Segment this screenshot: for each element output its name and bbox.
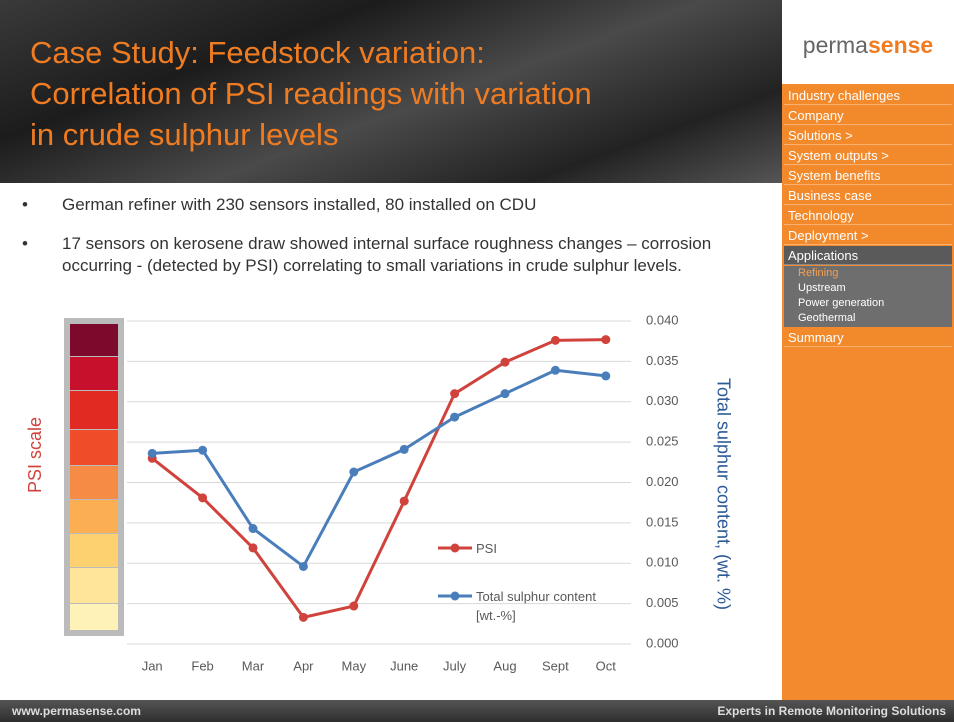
menu-item[interactable]: Deployment > bbox=[784, 226, 952, 245]
y-tick-label: 0.035 bbox=[646, 353, 679, 368]
y-tick-label: 0.030 bbox=[646, 393, 679, 408]
data-point bbox=[550, 365, 560, 375]
legend-marker bbox=[450, 543, 460, 553]
x-tick-label: July bbox=[443, 658, 467, 673]
x-tick-label: Apr bbox=[293, 658, 314, 673]
x-tick-label: May bbox=[342, 658, 367, 673]
data-point bbox=[601, 335, 611, 345]
footer-tagline: Experts in Remote Monitoring Solutions bbox=[717, 704, 946, 718]
data-point bbox=[298, 561, 308, 571]
x-tick-label: Jan bbox=[142, 658, 163, 673]
submenu-item[interactable]: Refining bbox=[784, 266, 952, 281]
y-axis-label: Total sulphur content, (wt. %) bbox=[713, 378, 733, 610]
y-tick-label: 0.010 bbox=[646, 555, 679, 570]
x-tick-label: Oct bbox=[596, 658, 617, 673]
series-line bbox=[152, 368, 606, 568]
scale-band bbox=[70, 357, 118, 390]
scale-band bbox=[70, 534, 118, 567]
data-point bbox=[198, 445, 208, 455]
menu-item[interactable]: Company bbox=[784, 106, 952, 125]
header: Case Study: Feedstock variation: Correla… bbox=[0, 0, 782, 183]
footer: www.permasense.com Experts in Remote Mon… bbox=[0, 700, 954, 722]
x-tick-label: Aug bbox=[493, 658, 516, 673]
menu-item[interactable]: Solutions > bbox=[784, 126, 952, 145]
scale-band bbox=[70, 430, 118, 465]
legend-label: PSI bbox=[476, 541, 497, 556]
data-point bbox=[500, 389, 510, 399]
y-tick-label: 0.025 bbox=[646, 434, 679, 449]
data-point bbox=[298, 612, 308, 622]
bullet: • 17 sensors on kerosene draw showed inte… bbox=[22, 233, 722, 277]
legend-marker bbox=[450, 591, 460, 601]
y-tick-label: 0.020 bbox=[646, 474, 679, 489]
sidebar: permasense Industry challenges Company S… bbox=[782, 0, 954, 700]
scale-band bbox=[70, 500, 118, 533]
data-point bbox=[349, 467, 359, 477]
data-point bbox=[399, 496, 409, 506]
scale-band bbox=[70, 568, 118, 603]
bullet: • German refiner with 230 sensors install… bbox=[22, 194, 762, 216]
data-point bbox=[147, 448, 157, 458]
chart: PSI scale Total sulphur content, (wt. %)… bbox=[25, 312, 734, 673]
data-point bbox=[500, 357, 510, 367]
scale-band bbox=[70, 324, 118, 356]
data-point bbox=[399, 444, 409, 454]
x-tick-label: Feb bbox=[191, 658, 213, 673]
logo-text: perma bbox=[802, 32, 868, 58]
y-tick-label: 0.000 bbox=[646, 635, 679, 650]
y-tick-label: 0.005 bbox=[646, 595, 679, 610]
menu-item[interactable]: System benefits bbox=[784, 166, 952, 185]
menu-item[interactable]: Technology bbox=[784, 206, 952, 225]
menu-item[interactable]: System outputs > bbox=[784, 146, 952, 165]
bullet-text: German refiner with 230 sensors installe… bbox=[62, 195, 537, 214]
data-point bbox=[450, 389, 460, 399]
menu-item[interactable]: Industry challenges bbox=[784, 86, 952, 105]
title: Case Study: Feedstock variation: Correla… bbox=[30, 35, 592, 152]
submenu-item[interactable]: Geothermal bbox=[784, 311, 952, 327]
data-point bbox=[550, 335, 560, 345]
scale-band bbox=[70, 466, 118, 499]
data-point bbox=[248, 543, 258, 553]
submenu-item[interactable]: Power generation bbox=[784, 296, 952, 311]
data-point bbox=[601, 371, 611, 381]
logo: permasense bbox=[782, 0, 954, 84]
psi-color-scale bbox=[64, 318, 124, 636]
x-tick-label: Sept bbox=[542, 658, 569, 673]
submenu-item[interactable]: Upstream bbox=[784, 281, 952, 296]
series-line bbox=[151, 338, 606, 619]
bullet-text: 17 sensors on kerosene draw showed inter… bbox=[62, 234, 712, 275]
scale-label: PSI scale bbox=[25, 417, 45, 493]
data-point bbox=[450, 412, 460, 422]
y-tick-label: 0.040 bbox=[646, 312, 679, 327]
data-point bbox=[248, 524, 258, 534]
footer-url: www.permasense.com bbox=[12, 704, 141, 718]
data-point bbox=[349, 601, 359, 611]
menu-item[interactable]: Business case bbox=[784, 186, 952, 205]
menu-item[interactable]: Summary bbox=[784, 328, 952, 347]
data-point bbox=[198, 493, 208, 503]
legend-label: Total sulphur content [wt.-%] bbox=[476, 589, 596, 623]
y-tick-label: 0.015 bbox=[646, 514, 679, 529]
logo-text: sense bbox=[867, 32, 934, 58]
menu-item[interactable]: Applications bbox=[784, 246, 952, 265]
scale-band bbox=[70, 391, 118, 429]
x-tick-label: June bbox=[390, 658, 418, 673]
scale-band bbox=[70, 604, 118, 630]
x-tick-label: Mar bbox=[242, 658, 265, 673]
